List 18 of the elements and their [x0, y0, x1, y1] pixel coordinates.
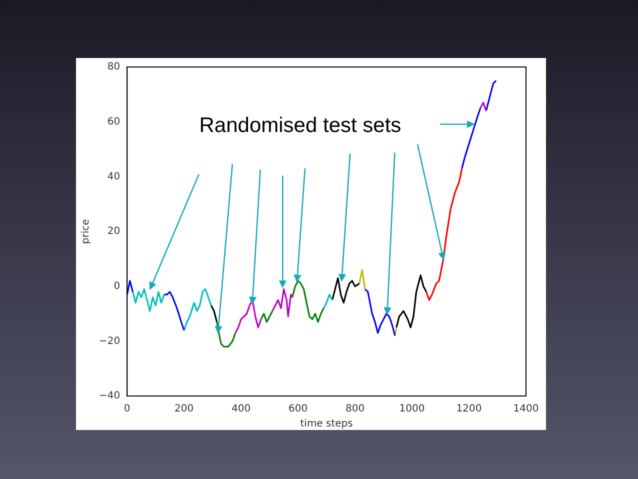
x-tick-label: 0: [124, 404, 130, 415]
y-tick-label: 60: [107, 116, 120, 128]
y-tick-label: −20: [98, 336, 120, 347]
x-tick-label: 800: [345, 404, 365, 415]
y-tick-label: 40: [107, 171, 120, 182]
x-tick-label: 400: [232, 404, 251, 415]
y-tick-label: −40: [98, 390, 120, 402]
x-tick-label: 1200: [456, 404, 482, 415]
y-tick-label: 0: [114, 280, 120, 292]
x-tick-label: 1000: [399, 404, 425, 415]
y-axis-title: price: [80, 219, 92, 244]
annotation: Randomised test sets: [199, 114, 402, 138]
y-tick-label: 80: [107, 62, 120, 73]
y-tick-label: 20: [107, 226, 120, 238]
x-tick-label: 600: [288, 404, 308, 415]
x-axis-title: time steps: [300, 418, 353, 430]
x-tick-label: 200: [174, 404, 194, 415]
x-tick-label: 1400: [513, 404, 539, 415]
